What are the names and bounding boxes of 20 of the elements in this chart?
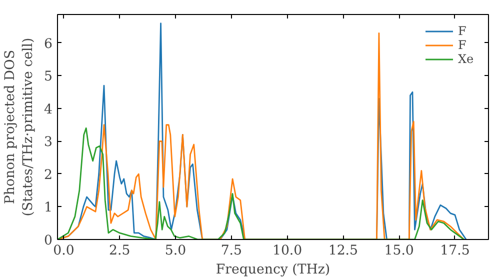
x-tick-label: 0.0 — [53, 244, 74, 258]
x-tick-label: 12.5 — [328, 244, 358, 258]
x-tick-label: 10.0 — [272, 244, 302, 258]
y-tick-label: 5 — [44, 70, 53, 85]
x-axis-title: Frequency (THz) — [216, 262, 330, 278]
x-tick-label: 5.0 — [164, 244, 186, 258]
x-tick-label: 15.0 — [384, 244, 414, 258]
legend-label: F — [458, 24, 468, 38]
y-tick-label: 1 — [44, 200, 53, 216]
x-tick-label: 7.5 — [220, 244, 242, 258]
x-tick-label: 17.5 — [440, 244, 470, 258]
x-tick-label: 2.5 — [109, 244, 130, 258]
y-axis-title: Phonon projected DOS (States/THz·primitive cell) — [3, 38, 36, 216]
y-tick-label: 2 — [44, 168, 53, 183]
y-tick-label: 4 — [44, 102, 53, 118]
y-tick-label: 0 — [44, 234, 53, 248]
legend-label: F — [458, 38, 468, 52]
y-tick-label: 3 — [44, 135, 53, 150]
legend-label: Xe — [458, 52, 475, 66]
y-tick-label: 6 — [44, 36, 53, 52]
